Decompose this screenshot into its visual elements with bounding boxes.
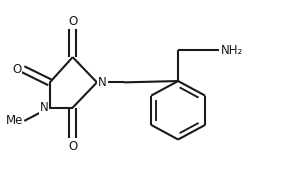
Text: O: O <box>12 62 21 76</box>
Text: O: O <box>68 140 77 153</box>
Text: NH₂: NH₂ <box>221 44 243 57</box>
Text: N: N <box>40 101 48 114</box>
Text: Me: Me <box>5 114 23 127</box>
Text: N: N <box>98 76 107 89</box>
Text: O: O <box>68 15 77 28</box>
